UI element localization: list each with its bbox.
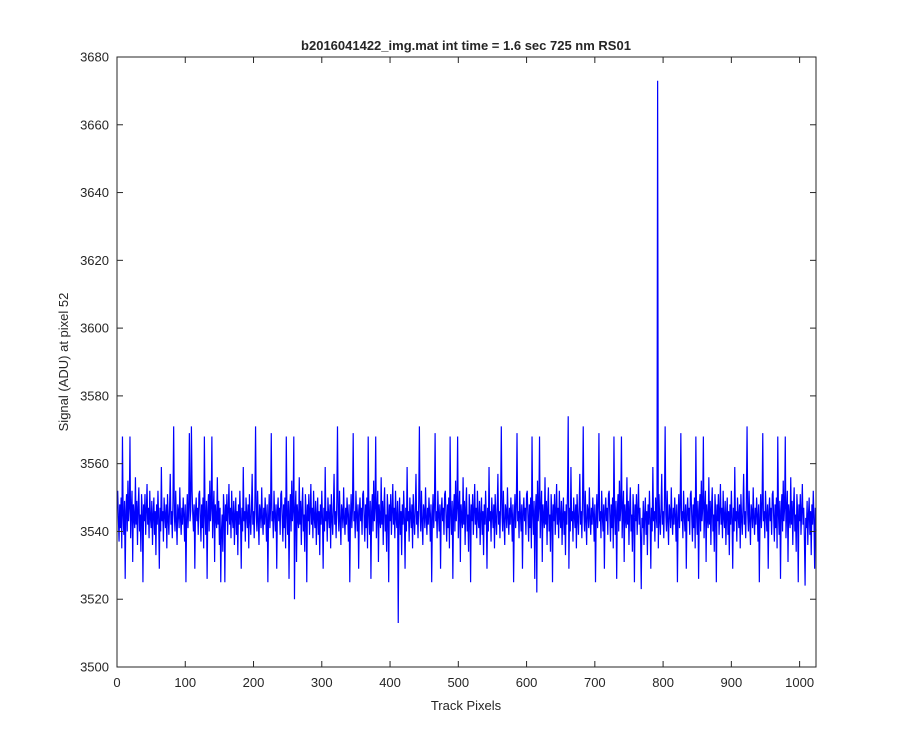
- plot-area: [117, 57, 816, 667]
- y-tick-label: 3540: [80, 524, 109, 539]
- x-tick-label: 1000: [785, 675, 814, 690]
- y-tick-label: 3680: [80, 50, 109, 65]
- x-tick-label: 700: [584, 675, 606, 690]
- y-axis-ticks: 3500 3520 3540 3560 3580 3600 3620 3640 3660 3680: [80, 50, 816, 675]
- x-tick-label: 200: [243, 675, 265, 690]
- x-tick-label: 400: [379, 675, 401, 690]
- y-tick-label: 3600: [80, 321, 109, 336]
- x-axis-ticks: 0 100 200 300 400 500 600 700 800 900 1000: [113, 57, 814, 690]
- y-tick-label: 3640: [80, 185, 109, 200]
- axes-box: [116, 56, 817, 668]
- x-tick-label: 100: [174, 675, 196, 690]
- x-tick-label: 600: [516, 675, 538, 690]
- y-tick-label: 3620: [80, 253, 109, 268]
- y-tick-label: 3500: [80, 660, 109, 675]
- x-axis-label: Track Pixels: [431, 698, 502, 713]
- y-tick-label: 3660: [80, 117, 109, 132]
- chart-title: b2016041422_img.mat int time = 1.6 sec 7…: [301, 38, 631, 53]
- signal-series-line: [117, 80, 817, 623]
- x-tick-label: 0: [113, 675, 120, 690]
- x-tick-label: 300: [311, 675, 333, 690]
- y-tick-label: 3580: [80, 388, 109, 403]
- x-tick-label: 800: [652, 675, 674, 690]
- y-tick-label: 3520: [80, 592, 109, 607]
- x-tick-label: 900: [721, 675, 743, 690]
- x-tick-label: 500: [447, 675, 469, 690]
- y-tick-label: 3560: [80, 456, 109, 471]
- series-layer: [117, 80, 817, 623]
- y-axis-label: Signal (ADU) at pixel 52: [56, 293, 71, 432]
